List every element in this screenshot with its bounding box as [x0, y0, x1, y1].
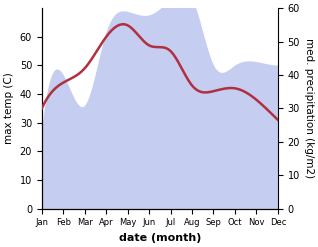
Y-axis label: max temp (C): max temp (C)	[4, 72, 14, 144]
X-axis label: date (month): date (month)	[119, 233, 201, 243]
Y-axis label: med. precipitation (kg/m2): med. precipitation (kg/m2)	[304, 38, 314, 178]
